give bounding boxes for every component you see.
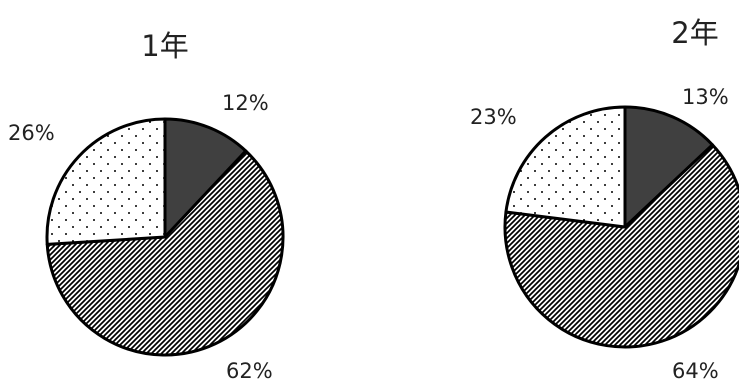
pie-2-slices <box>503 105 739 349</box>
pie-2-label-dots: 23% <box>470 105 517 129</box>
pie-2-slice-hatch <box>503 143 739 349</box>
pie-chart-2: 2年 13% 64% 23% <box>470 16 739 383</box>
pie-1-slice-hatch <box>45 149 285 357</box>
pie-2-label-dark: 13% <box>682 85 729 109</box>
pie-1-label-dark: 12% <box>222 91 269 115</box>
pie-2-slice-dots <box>504 105 627 229</box>
pie-1-title: 1年 <box>141 29 188 63</box>
pie-2-slice-dark <box>623 105 714 229</box>
pie-2-label-hatch: 64% <box>672 359 719 383</box>
pie-1-slice-dots <box>45 117 167 246</box>
pie-2-title: 2年 <box>671 16 718 50</box>
pie-1-slice-dark <box>163 117 248 239</box>
pie-chart-1: 1年 12% 62% 26% <box>8 29 285 383</box>
pie-1-label-hatch: 62% <box>226 359 273 383</box>
pie-1-label-dots: 26% <box>8 121 55 145</box>
pie-1-slices <box>45 117 285 357</box>
